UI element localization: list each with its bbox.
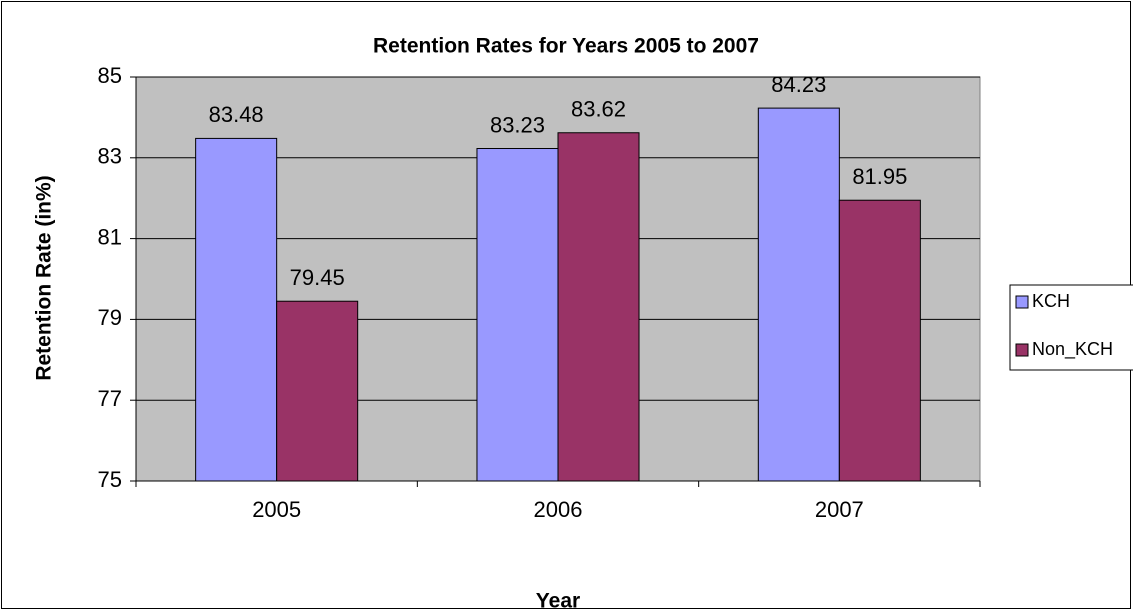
y-tick-label: 79	[98, 305, 122, 330]
data-label: 84.23	[771, 72, 826, 97]
bar	[557, 132, 640, 482]
y-tick-label: 81	[98, 224, 122, 249]
legend-label: KCH	[1032, 291, 1070, 311]
data-label: 79.45	[290, 265, 345, 290]
bar	[757, 107, 840, 482]
x-tick-label: 2005	[252, 497, 301, 522]
y-axis-label: Retention Rate (in%)	[33, 175, 56, 380]
data-label: 83.23	[490, 112, 545, 137]
bar	[276, 300, 359, 482]
data-label: 81.95	[852, 164, 907, 189]
legend-swatch	[1015, 343, 1029, 357]
x-tick-label: 2007	[815, 497, 864, 522]
data-label: 83.62	[571, 97, 626, 122]
y-tick-label: 83	[98, 144, 122, 169]
x-tick-label: 2006	[534, 497, 583, 522]
y-tick-label: 75	[98, 467, 122, 492]
legend-swatch	[1015, 295, 1029, 309]
bar	[838, 199, 921, 482]
y-tick-label: 85	[98, 63, 122, 88]
x-axis-label: Year	[536, 590, 580, 611]
legend-label: Non_KCH	[1032, 339, 1113, 360]
bar	[476, 148, 559, 482]
y-tick-label: 77	[98, 386, 122, 411]
data-label: 83.48	[209, 102, 264, 127]
legend-box	[1009, 284, 1133, 371]
bar	[195, 137, 278, 482]
chart-title: Retention Rates for Years 2005 to 2007	[373, 35, 759, 58]
